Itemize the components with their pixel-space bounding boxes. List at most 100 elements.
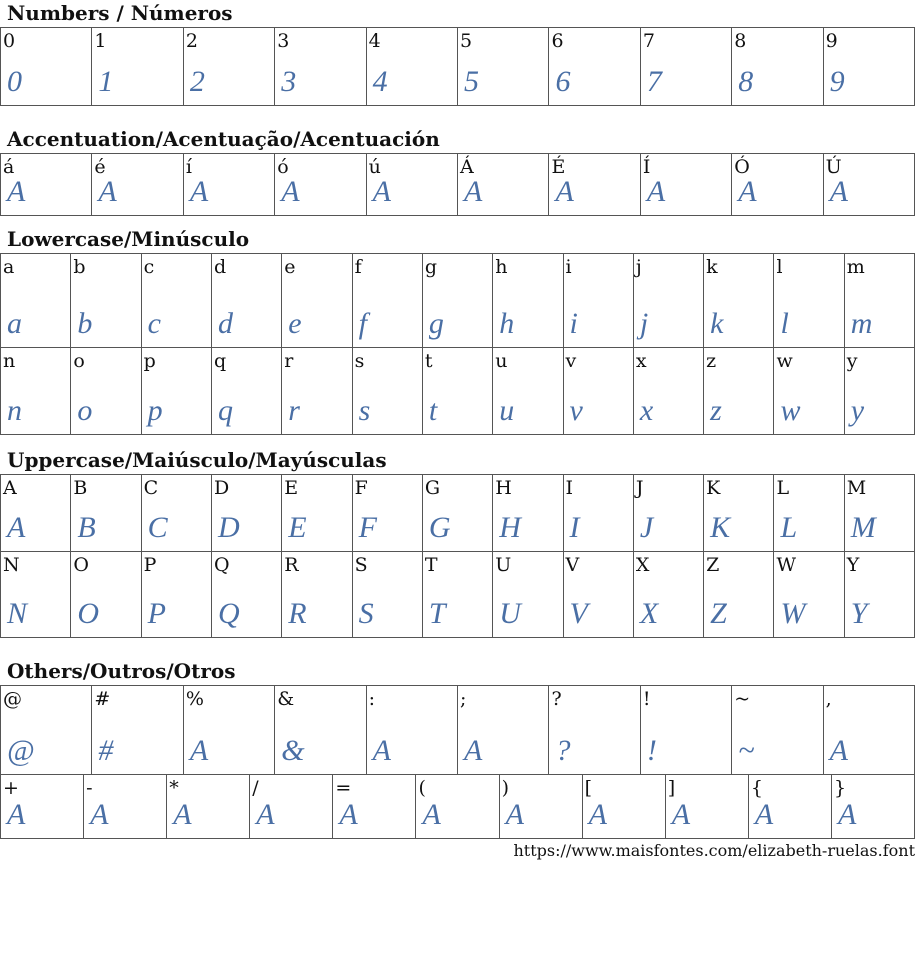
glyph-cell: ,A <box>822 686 914 774</box>
glyph-sample: L <box>780 511 798 544</box>
glyph-cell: !! <box>639 686 731 774</box>
character-label: p <box>143 350 156 372</box>
section-title: Numbers / Números <box>7 1 233 25</box>
glyph-cell: / A <box>249 775 332 838</box>
glyph-sample: A <box>281 175 300 208</box>
glyph-row: + A - A * A / A = A(A) A[A] A{A} A <box>0 775 915 839</box>
glyph-sample: 6 <box>555 65 571 98</box>
character-label: ? <box>551 688 562 710</box>
character-label: = <box>335 777 352 799</box>
glyph-sample: A <box>738 175 757 208</box>
character-label: h <box>495 256 508 278</box>
character-label: K <box>706 477 721 499</box>
glyph-sample: @ <box>7 734 35 767</box>
glyph-sample: K <box>710 511 731 544</box>
glyph-sample: A <box>754 798 774 831</box>
glyph-sample: 7 <box>646 65 662 98</box>
glyph-sample: A <box>837 798 857 831</box>
glyph-sample: m <box>850 307 873 340</box>
glyph-sample: h <box>499 307 515 340</box>
glyph-sample: l <box>780 307 789 340</box>
glyph-sample: M <box>850 511 876 544</box>
glyph-sample: A <box>256 798 275 831</box>
character-label: { <box>750 777 763 799</box>
character-label: s <box>354 350 365 372</box>
glyph-sample: a <box>7 307 22 340</box>
character-label: w <box>776 350 793 372</box>
character-label: v <box>565 350 577 372</box>
glyph-sample: S <box>358 597 374 630</box>
glyph-sample: J <box>639 511 654 544</box>
character-label: L <box>776 477 790 499</box>
character-label: á <box>3 156 15 178</box>
glyph-sample: I <box>569 511 580 544</box>
glyph-sample: O <box>77 597 99 630</box>
character-label: j <box>635 256 642 278</box>
glyph-sample: A <box>189 175 209 208</box>
section-title: Accentuation/Acentuação/Acentuación <box>7 127 440 151</box>
character-label: R <box>284 554 299 576</box>
glyph-cell: {A <box>747 775 831 838</box>
glyph-cell: # # <box>91 686 182 774</box>
character-label: 9 <box>825 30 838 52</box>
character-label: H <box>495 477 512 499</box>
character-label: a <box>3 256 15 278</box>
character-label: É <box>551 156 566 178</box>
character-label: G <box>424 477 441 499</box>
glyph-sample: p <box>147 394 163 427</box>
glyph-cell: = A <box>332 775 415 838</box>
glyph-sample: 1 <box>98 65 114 98</box>
character-label: % <box>185 688 204 710</box>
character-label: + <box>3 777 19 799</box>
glyph-sample: B <box>77 511 96 544</box>
character-label: F <box>354 477 368 499</box>
section-title: Lowercase/Minúsculo <box>7 227 250 251</box>
character-label: l <box>776 256 783 278</box>
character-label: [ <box>584 777 593 799</box>
glyph-sample: A <box>7 798 26 831</box>
glyph-sample: A <box>372 175 391 208</box>
glyph-sample: 2 <box>189 65 205 98</box>
glyph-sample: 4 <box>372 65 388 98</box>
character-label: ó <box>277 156 289 178</box>
character-label: @ <box>3 688 22 710</box>
glyph-sample: F <box>358 511 377 544</box>
glyph-sample: ~ <box>738 734 755 767</box>
glyph-sample: i <box>569 307 578 340</box>
glyph-sample: X <box>639 597 659 630</box>
character-label: 7 <box>642 30 655 52</box>
character-label: e <box>284 256 296 278</box>
glyph-sample: N <box>7 597 28 630</box>
character-label: } <box>833 777 847 799</box>
